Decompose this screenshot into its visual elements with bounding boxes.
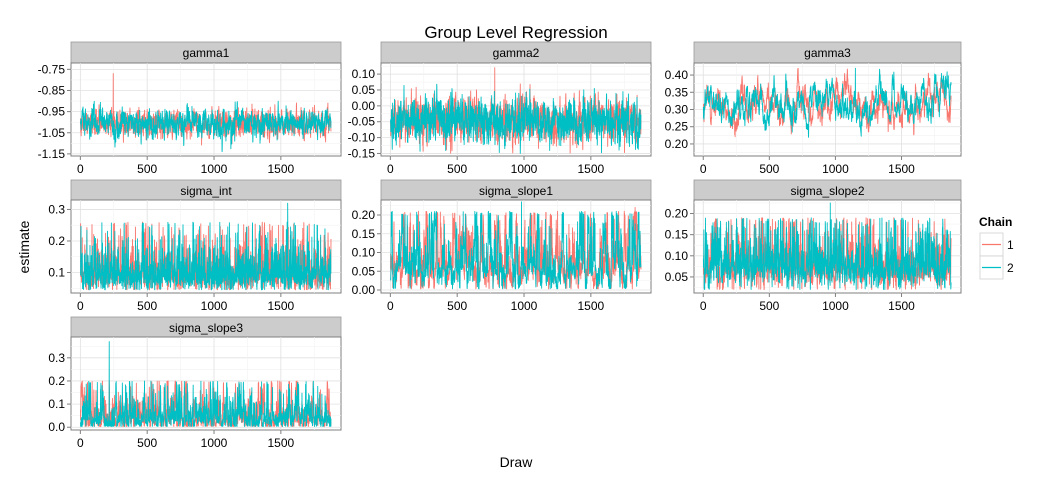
panel-sigma_slope3: sigma_slope3 0.3 0.2 0.1 0.0 0 500 1000 1500 — [48, 316, 342, 450]
y-tick-label: 0.20 — [665, 137, 689, 151]
x-tick-label: 1000 — [511, 299, 538, 313]
series-line-chain-2-sigma_int — [80, 202, 332, 291]
x-tick-label: 0 — [77, 436, 84, 450]
x-tick-label: 500 — [137, 162, 157, 176]
y-tick-label: 0.25 — [665, 120, 689, 134]
y-tick-label: 0.20 — [352, 208, 376, 222]
y-tick-label: 0.40 — [665, 68, 689, 82]
y-tick-label: 0.10 — [352, 67, 376, 81]
facet-label-sigma_slope1: sigma_slope1 — [479, 184, 553, 198]
y-tick-label: 0.10 — [665, 249, 689, 263]
x-tick-label: 0 — [700, 162, 707, 176]
panel-sigma_slope1: sigma_slope1 0.20 0.15 0.10 0.05 0.00 0 500 1000… — [352, 179, 652, 313]
y-tick-label: 0.35 — [665, 85, 689, 99]
x-tick-label: 1000 — [201, 162, 228, 176]
x-tick-label: 500 — [759, 162, 779, 176]
y-tick-label: 0.15 — [665, 228, 689, 242]
legend: Chain 1 2 — [979, 215, 1014, 280]
facet-label-gamma3: gamma3 — [804, 46, 851, 60]
y-tick-label: -0.10 — [348, 131, 376, 145]
x-tick-label: 1500 — [267, 162, 294, 176]
traces-sigma_slope2 — [702, 202, 952, 291]
facet-label-gamma1: gamma1 — [183, 46, 230, 60]
x-tick-label: 0 — [387, 299, 394, 313]
x-tick-label: 1000 — [201, 436, 228, 450]
y-tick-label: -0.85 — [38, 83, 66, 97]
panel-sigma_int: sigma_int 0.3 0.2 0.1 0 500 1000 1500 — [48, 179, 342, 313]
panel-sigma_slope2: sigma_slope2 0.20 0.15 0.10 0.05 0 500 1000 1500 — [665, 179, 962, 313]
x-tick-label: 1500 — [888, 299, 915, 313]
y-tick-label: 0.1 — [48, 397, 65, 411]
y-tick-label: 0.20 — [665, 207, 689, 221]
y-tick-label: -0.15 — [348, 146, 376, 160]
y-tick-label: 0.05 — [352, 264, 376, 278]
series-line-chain-2-sigma_slope1 — [390, 201, 642, 290]
y-tick-label: -0.05 — [348, 115, 376, 129]
y-tick-label: -1.05 — [38, 126, 66, 140]
facet-label-sigma_int: sigma_int — [180, 184, 232, 198]
traces-sigma_slope3 — [80, 341, 332, 427]
y-tick-label: 0.3 — [48, 351, 65, 365]
x-tick-label: 1000 — [822, 299, 849, 313]
x-tick-label: 500 — [447, 299, 467, 313]
y-axis-title: estimate — [16, 220, 32, 273]
y-tick-label: 0.00 — [352, 99, 376, 113]
traces-gamma1 — [80, 73, 332, 153]
y-tick-label: 0.00 — [352, 283, 376, 297]
legend-label-2: 2 — [1007, 261, 1014, 275]
facet-label-gamma2: gamma2 — [493, 46, 540, 60]
facet-panels: gamma1 -0.75 -0.85 -0.95 -1.05 -1.15 0 500 1000 1… — [38, 41, 962, 450]
x-tick-label: 500 — [447, 162, 467, 176]
x-tick-label: 0 — [77, 299, 84, 313]
y-tick-label: 0.2 — [48, 374, 65, 388]
traces-sigma_slope1 — [390, 201, 642, 290]
series-line-chain-2-sigma_slope3 — [80, 341, 332, 427]
x-tick-label: 500 — [137, 299, 157, 313]
facet-label-sigma_slope3: sigma_slope3 — [169, 321, 243, 335]
series-line-chain-2-gamma2 — [390, 83, 642, 154]
x-tick-label: 500 — [759, 299, 779, 313]
y-tick-label: -1.15 — [38, 147, 66, 161]
x-tick-label: 0 — [700, 299, 707, 313]
series-line-chain-2-sigma_slope2 — [702, 202, 952, 291]
panel-gamma2: gamma2 0.10 0.05 0.00 -0.05 -0.10-0.15 0 500 100… — [348, 41, 652, 176]
traces-gamma3 — [702, 67, 952, 138]
y-tick-label: 0.2 — [48, 234, 65, 248]
y-tick-label: -0.95 — [38, 105, 66, 119]
x-tick-label: 1500 — [267, 436, 294, 450]
traces-sigma_int — [80, 202, 332, 291]
traces-gamma2 — [390, 67, 642, 154]
legend-label-1: 1 — [1007, 238, 1014, 252]
x-tick-label: 500 — [137, 436, 157, 450]
y-tick-label: 0.05 — [665, 270, 689, 284]
facet-label-sigma_slope2: sigma_slope2 — [790, 184, 864, 198]
y-tick-label: 0.05 — [352, 83, 376, 97]
y-tick-label: 0.0 — [48, 420, 65, 434]
x-tick-label: 0 — [387, 162, 394, 176]
x-tick-label: 1500 — [267, 299, 294, 313]
series-line-chain-1-gamma3 — [702, 68, 952, 138]
x-tick-label: 1500 — [577, 162, 604, 176]
x-tick-label: 1000 — [201, 299, 228, 313]
y-tick-label: 0.30 — [665, 103, 689, 117]
panel-gamma1: gamma1 -0.75 -0.85 -0.95 -1.05 -1.15 0 500 1000 1… — [38, 41, 342, 176]
x-axis-title: Draw — [500, 454, 534, 470]
series-line-chain-2-gamma3 — [702, 67, 952, 138]
x-tick-label: 1500 — [888, 162, 915, 176]
y-tick-label: 0.15 — [352, 227, 376, 241]
x-tick-label: 1000 — [822, 162, 849, 176]
legend-title: Chain — [979, 215, 1012, 229]
series-line-chain-2-gamma1 — [80, 100, 332, 153]
x-tick-label: 1500 — [577, 299, 604, 313]
panel-gamma3: gamma3 0.40 0.35 0.30 0.25 0.20 0 500 1000 1500 — [665, 41, 962, 176]
chart-title: Group Level Regression — [424, 23, 607, 42]
y-tick-label: 0.10 — [352, 246, 376, 260]
y-tick-label: -0.75 — [38, 62, 66, 76]
y-tick-label: 0.3 — [48, 202, 65, 216]
x-tick-label: 1000 — [511, 162, 538, 176]
y-tick-label: 0.1 — [48, 266, 65, 280]
x-tick-label: 0 — [77, 162, 84, 176]
